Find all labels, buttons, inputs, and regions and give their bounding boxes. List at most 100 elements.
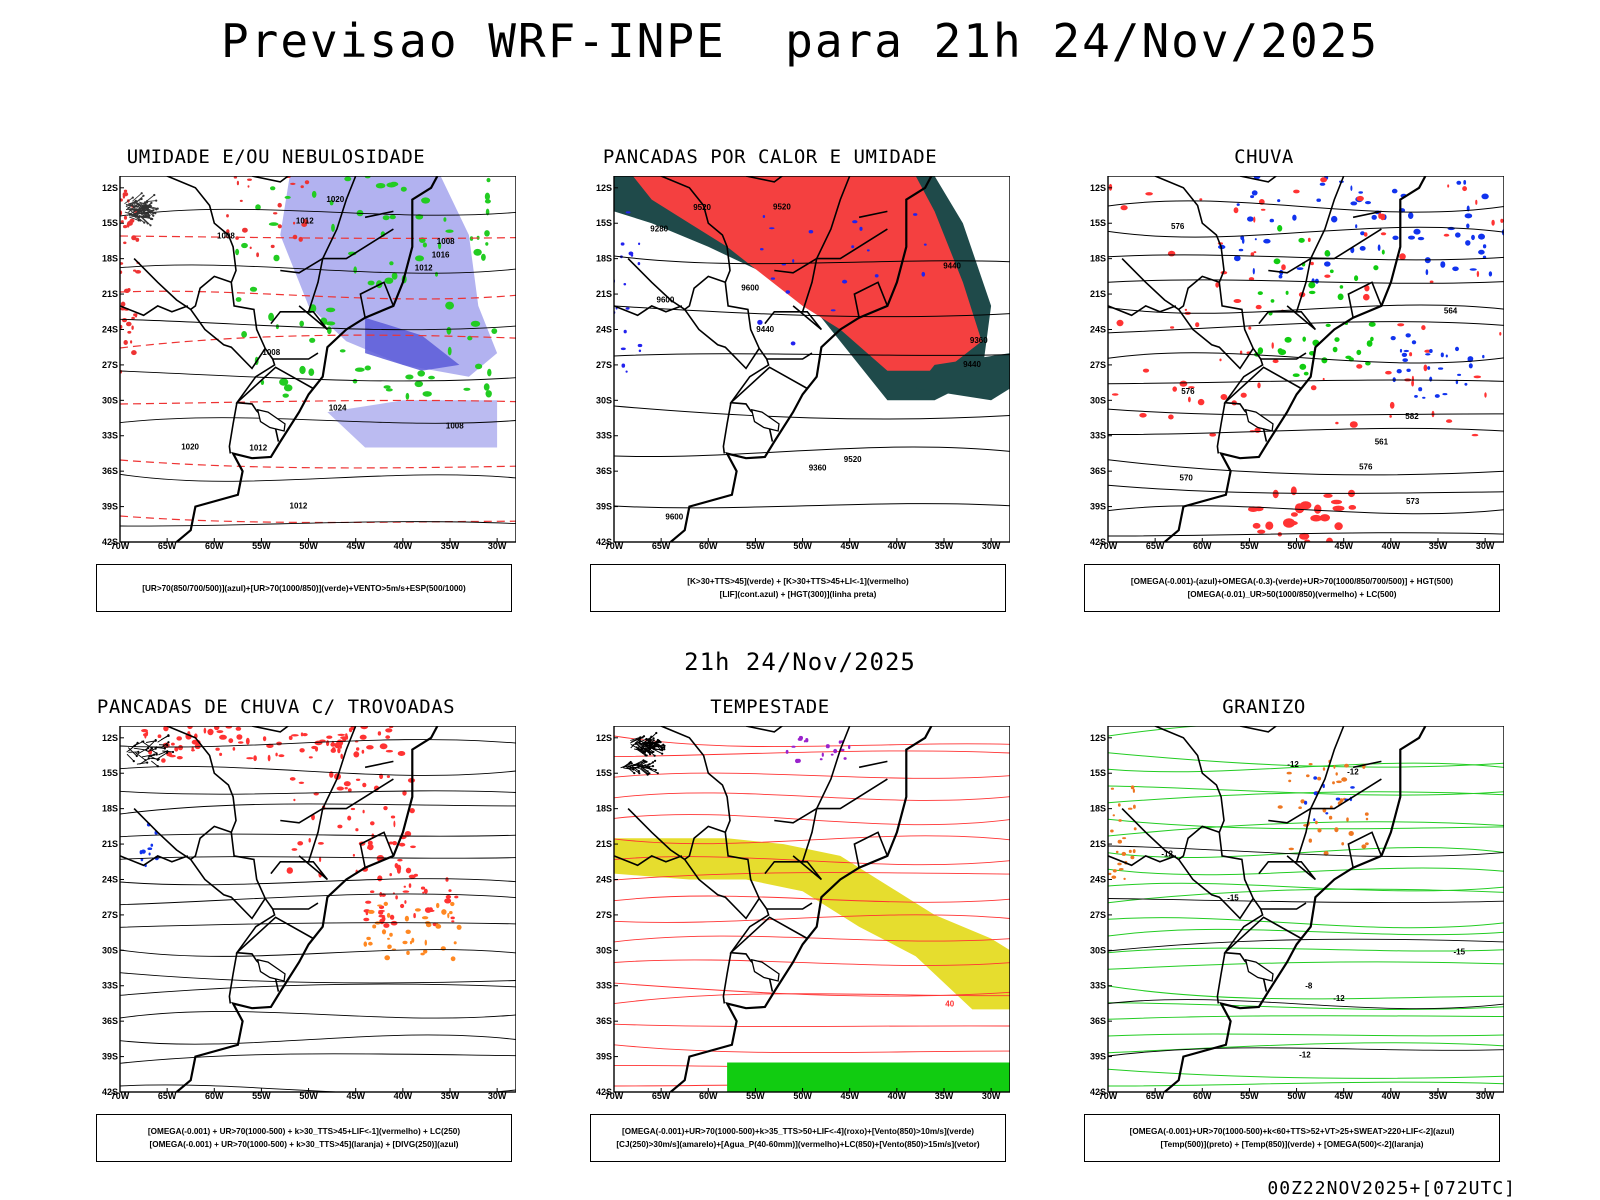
border-line <box>280 228 394 274</box>
lat-label: 24S <box>1090 324 1106 334</box>
storm-red <box>235 726 242 731</box>
omega-orange <box>1308 763 1313 766</box>
rain-red <box>1443 233 1450 237</box>
moisture-contour <box>364 365 371 371</box>
moisture-contour <box>443 217 447 222</box>
border-line <box>1352 210 1382 219</box>
moisture-contour <box>354 367 365 372</box>
wind-vector-head <box>629 760 632 764</box>
border-line <box>1121 808 1180 861</box>
rain-red <box>1335 421 1339 425</box>
storm-red <box>267 754 271 762</box>
moisture-contour <box>463 387 471 391</box>
legend-box: [UR>70(850/700/500)](azul)+[UR>70(1000/8… <box>96 564 512 612</box>
wind-vector <box>631 741 641 746</box>
lifted-index-mark <box>808 230 814 234</box>
lon-label: 45W <box>840 541 859 549</box>
lifted-index-mark <box>757 319 763 325</box>
lat-label: 27S <box>102 360 118 370</box>
omega-orange <box>1364 812 1369 816</box>
thickness-mark <box>123 225 128 229</box>
panel-title: TEMPESTADE <box>710 696 830 718</box>
moisture-contour <box>383 385 391 389</box>
storm-red <box>362 782 367 788</box>
wind-vector-head <box>652 750 655 753</box>
wind-vector <box>142 206 151 213</box>
storm-red <box>236 734 243 740</box>
wind-vector-head <box>154 212 157 215</box>
border-line <box>1108 304 1177 317</box>
omega-orange <box>1119 868 1124 871</box>
stream-arrow <box>133 747 147 751</box>
border-line <box>614 304 683 317</box>
lon-label: 35W <box>1429 541 1448 549</box>
storm-red <box>278 754 285 758</box>
lat-label: 18S <box>596 254 612 264</box>
wind-vector <box>638 767 648 775</box>
storm-red <box>355 828 359 832</box>
rain-red <box>1349 421 1358 428</box>
lon-label: 30W <box>982 1091 1001 1099</box>
rain-red <box>1476 270 1480 278</box>
rain-red <box>1356 364 1363 369</box>
storm-red <box>302 733 308 737</box>
rain-red <box>1294 503 1305 514</box>
omega-orange <box>1108 872 1112 876</box>
rain-blue <box>1350 201 1358 206</box>
rain-blue <box>1277 199 1281 203</box>
lagoa-outline <box>750 408 780 432</box>
lon-label: 55W <box>746 541 765 549</box>
border-line <box>1177 275 1254 370</box>
moisture-contour <box>405 392 410 400</box>
lat-label: 39S <box>596 502 612 512</box>
storm-orange <box>449 911 453 915</box>
map-layer: 9600 9600 9600 9520 9520 9520 9440 9440 9440 9360… <box>614 176 1010 542</box>
stream-arrow-head <box>145 749 148 752</box>
storm-red <box>359 734 367 740</box>
storm-red <box>331 747 336 752</box>
wind-vector-head <box>147 214 150 217</box>
lon-label: 70W <box>1099 541 1118 549</box>
lon-label: 40W <box>394 1091 413 1099</box>
lat-label: 18S <box>1090 804 1106 814</box>
moisture-contour <box>428 375 435 380</box>
lat-label: 36S <box>596 466 612 476</box>
map-frame <box>1107 176 1504 543</box>
wind-vector-head <box>140 192 143 195</box>
temp500-contour <box>1108 1047 1504 1057</box>
contour-label: 561 <box>1375 438 1389 447</box>
storm-red <box>377 731 382 736</box>
border-line <box>730 366 808 404</box>
legend-line: [OMEGA(-0.001)+UR>70(1000-500)+k>35_TTS>… <box>622 1127 974 1136</box>
rain-red <box>1491 219 1495 226</box>
thickness-mark <box>120 301 126 307</box>
omega-orange <box>1332 781 1335 785</box>
contour-label: 9280 <box>650 225 668 234</box>
lat-label: 24S <box>596 874 612 884</box>
rain-red <box>1447 184 1450 188</box>
pressure-isobar <box>120 370 516 382</box>
omega-orange <box>1118 819 1122 822</box>
temp500-contour <box>1108 999 1504 1010</box>
moisture-contour <box>283 384 293 392</box>
contour-label: 1012 <box>290 502 308 511</box>
border-line <box>1224 366 1302 404</box>
lon-label: 35W <box>935 1091 954 1099</box>
moisture-contour <box>325 321 336 326</box>
moisture-contour <box>405 374 414 380</box>
lifted-index-mark <box>623 329 627 334</box>
storm-red <box>393 820 396 828</box>
thickness-mark <box>123 340 128 345</box>
wind-vector <box>126 209 139 216</box>
rain-red <box>1272 489 1279 499</box>
border-line <box>627 258 686 311</box>
coastline <box>175 726 439 1092</box>
legend-line: [OMEGA(-0.001)-(azul)+OMEGA(-0.3)-(verde… <box>1130 577 1454 586</box>
lon-label: 70W <box>1099 1091 1118 1099</box>
contour-label: 9520 <box>773 202 791 211</box>
lifted-index-mark <box>874 274 879 278</box>
rain-red <box>1248 326 1252 330</box>
moisture-contour <box>417 370 426 377</box>
wind-vector <box>138 201 151 207</box>
thickness-mark <box>249 246 252 250</box>
